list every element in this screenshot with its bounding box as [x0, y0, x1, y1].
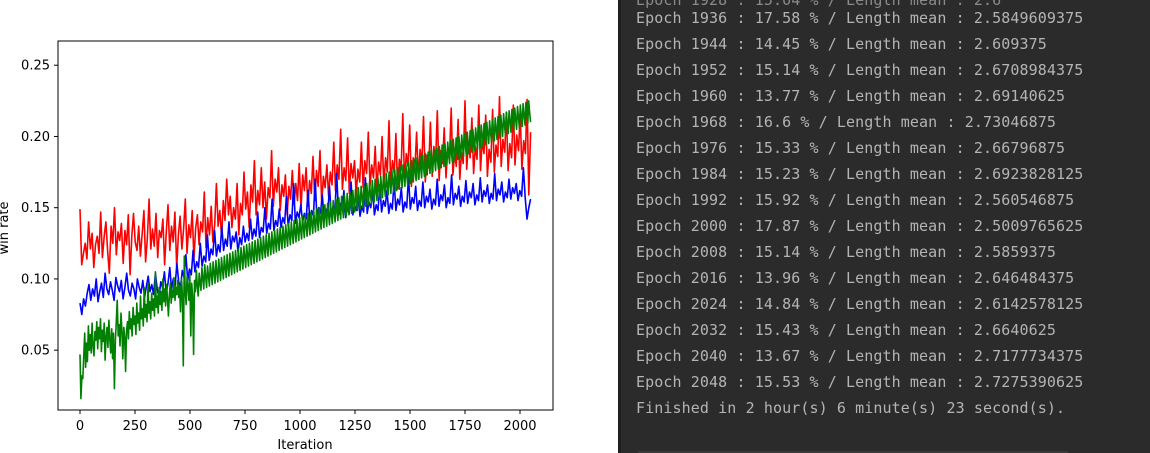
x-tick-label: 1500: [393, 419, 426, 434]
y-tick-label: 0.20: [21, 130, 50, 145]
series-line-1: [79, 95, 532, 276]
log-line-partial: Epoch 1928 : 15.04 % / Length mean : 2.6: [636, 0, 1002, 9]
y-tick-label: 0.25: [21, 59, 50, 74]
chart-panel: 0 250 500 750 1000 1250 1500 1750 2000 0.05 0.10 0…: [0, 40, 554, 453]
log-line: Epoch 1952 : 15.14 % / Length mean : 2.6…: [636, 61, 1084, 79]
x-tick-label: 1750: [448, 419, 481, 434]
x-tick-label: 1000: [283, 419, 316, 434]
console-bottom-border: [638, 451, 1068, 453]
log-line: Epoch 1984 : 15.23 % / Length mean : 2.6…: [636, 165, 1084, 183]
log-line: Epoch 1936 : 17.58 % / Length mean : 2.5…: [636, 9, 1084, 27]
training-console: Epoch 1928 : 15.04 % / Length mean : 2.6…: [618, 0, 1150, 453]
x-tick-label: 1250: [338, 419, 371, 434]
x-tick-label: 0: [76, 419, 84, 434]
x-tick-label: 250: [123, 419, 148, 434]
console-left-rail: [618, 0, 621, 453]
log-line: Epoch 2032 : 15.43 % / Length mean : 2.6…: [636, 321, 1057, 339]
win-rate-chart: 0 250 500 750 1000 1250 1500 1750 2000 0.050.100…: [0, 40, 554, 453]
y-axis-label: win rate: [0, 201, 12, 254]
x-axis-label: Iteration: [277, 438, 332, 453]
x-ticks: 0 250 500 750 1000 1250 1500 1750 2000: [76, 410, 537, 434]
finished-message: Finished in 2 hour(s) 6 minute(s) 23 sec…: [636, 399, 1066, 417]
y-tick-label: 0.15: [21, 201, 50, 216]
log-line: Epoch 1944 : 14.45 % / Length mean : 2.6…: [636, 35, 1047, 53]
log-line: Epoch 2024 : 14.84 % / Length mean : 2.6…: [636, 295, 1084, 313]
log-line: Epoch 2008 : 15.14 % / Length mean : 2.5…: [636, 243, 1057, 261]
series-layer: [79, 95, 532, 400]
y-tick-label: 0.10: [21, 272, 50, 287]
log-line: Epoch 2040 : 13.67 % / Length mean : 2.7…: [636, 347, 1084, 365]
log-line: Epoch 1992 : 15.92 % / Length mean : 2.5…: [636, 191, 1075, 209]
y-tick-label: 0.05: [21, 344, 50, 359]
log-line: Epoch 1976 : 15.33 % / Length mean : 2.6…: [636, 139, 1066, 157]
series-line-3: [79, 100, 532, 400]
x-tick-label: 500: [178, 419, 203, 434]
log-line: Epoch 2016 : 13.96 % / Length mean : 2.6…: [636, 269, 1075, 287]
x-tick-label: 2000: [503, 419, 536, 434]
x-tick-label: 750: [233, 419, 258, 434]
axes-frame: [57, 40, 554, 411]
log-line: Epoch 1960 : 13.77 % / Length mean : 2.6…: [636, 87, 1066, 105]
log-line: Epoch 1968 : 16.6 % / Length mean : 2.73…: [636, 113, 1057, 131]
y-ticks: 0.05 0.10 0.15 0.20 0.25: [21, 59, 58, 359]
log-line: Epoch 2000 : 17.87 % / Length mean : 2.5…: [636, 217, 1084, 235]
log-line: Epoch 2048 : 15.53 % / Length mean : 2.7…: [636, 373, 1084, 391]
